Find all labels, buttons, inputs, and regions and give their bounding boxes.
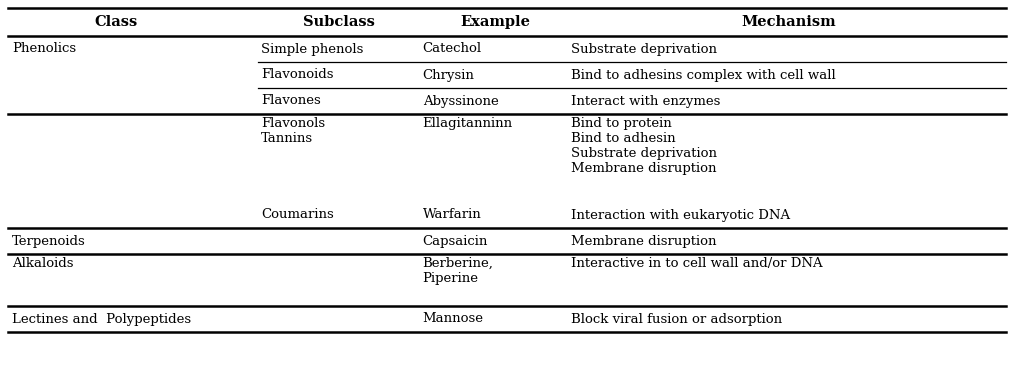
Text: Membrane disruption: Membrane disruption: [571, 234, 717, 247]
Text: Simple phenols: Simple phenols: [261, 43, 363, 55]
Text: Abyssinone: Abyssinone: [423, 95, 498, 108]
Text: Interact with enzymes: Interact with enzymes: [571, 95, 721, 108]
Text: Interactive in to cell wall and/or DNA: Interactive in to cell wall and/or DNA: [571, 257, 823, 270]
Text: Flavonoids: Flavonoids: [261, 68, 334, 81]
Text: Capsaicin: Capsaicin: [423, 234, 488, 247]
Text: Bind to protein
Bind to adhesin
Substrate deprivation
Membrane disruption: Bind to protein Bind to adhesin Substrat…: [571, 117, 717, 175]
Text: Flavonols
Tannins: Flavonols Tannins: [261, 117, 325, 145]
Text: Substrate deprivation: Substrate deprivation: [571, 43, 717, 55]
Text: Mannose: Mannose: [423, 312, 483, 326]
Text: Terpenoids: Terpenoids: [12, 234, 86, 247]
Text: Berberine,
Piperine: Berberine, Piperine: [423, 257, 493, 285]
Text: Warfarin: Warfarin: [423, 209, 481, 222]
Text: Example: Example: [460, 15, 531, 29]
Text: Subclass: Subclass: [302, 15, 375, 29]
Text: Bind to adhesins complex with cell wall: Bind to adhesins complex with cell wall: [571, 68, 836, 81]
Text: Mechanism: Mechanism: [741, 15, 836, 29]
Text: Interaction with eukaryotic DNA: Interaction with eukaryotic DNA: [571, 209, 791, 222]
Text: Ellagitanninn: Ellagitanninn: [423, 117, 513, 130]
Text: Class: Class: [95, 15, 137, 29]
Text: Coumarins: Coumarins: [261, 209, 334, 222]
Text: Alkaloids: Alkaloids: [12, 257, 74, 270]
Text: Chrysin: Chrysin: [423, 68, 474, 81]
Text: Lectines and  Polypeptides: Lectines and Polypeptides: [12, 312, 191, 326]
Text: Phenolics: Phenolics: [12, 43, 76, 55]
Text: Block viral fusion or adsorption: Block viral fusion or adsorption: [571, 312, 783, 326]
Text: Flavones: Flavones: [261, 95, 320, 108]
Text: Catechol: Catechol: [423, 43, 481, 55]
